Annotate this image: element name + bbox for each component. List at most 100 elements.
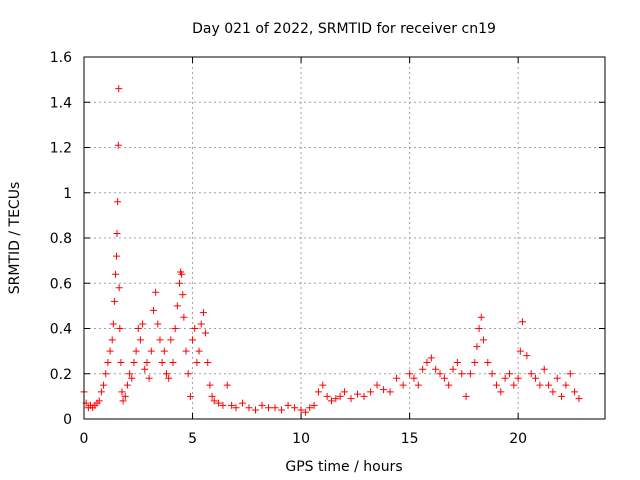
data-point (414, 381, 422, 389)
data-point (197, 320, 205, 328)
data-point (462, 392, 470, 400)
data-point (501, 374, 509, 382)
data-point (440, 374, 448, 382)
data-point (128, 374, 136, 382)
data-point (184, 370, 192, 378)
axis-ticks: 0 0.2 0.4 0.6 0.8 1 1.2 1.4 1.6 0 5 10 15 20 (50, 50, 605, 447)
data-point (471, 358, 479, 366)
data-point (386, 388, 394, 396)
data-point (536, 381, 544, 389)
data-point (219, 401, 227, 409)
data-point (100, 381, 108, 389)
y-axis-label: SRMTID / TECUs (7, 182, 23, 295)
data-point (562, 381, 570, 389)
data-point (193, 358, 201, 366)
data-point (432, 365, 440, 373)
data-point (126, 370, 134, 378)
data-point (523, 352, 531, 360)
data-point (143, 358, 151, 366)
data-point (110, 297, 118, 305)
data-point (109, 320, 117, 328)
data-point (199, 309, 207, 317)
data-point (336, 392, 344, 400)
data-point (566, 370, 574, 378)
data-point (332, 395, 340, 403)
data-point (189, 336, 197, 344)
data-point (341, 388, 348, 396)
x-tick-label: 5 (188, 431, 197, 447)
data-point (123, 381, 131, 389)
data-point (427, 354, 435, 362)
data-point (473, 343, 481, 351)
y-tick-label: 0.2 (50, 367, 72, 383)
data-point (208, 392, 216, 400)
x-tick-label: 0 (80, 431, 89, 447)
data-point (527, 370, 535, 378)
data-point (167, 336, 175, 344)
data-point (251, 406, 259, 414)
data-point (265, 404, 273, 412)
data-point (130, 358, 138, 366)
data-point (108, 336, 116, 344)
data-point (479, 336, 487, 344)
data-point (115, 85, 123, 93)
data-point (484, 358, 492, 366)
data-point (115, 284, 123, 292)
data-point (154, 320, 162, 328)
data-point (179, 291, 187, 299)
data-point (104, 358, 112, 366)
data-point (223, 381, 231, 389)
data-point (475, 325, 483, 332)
data-point (202, 329, 210, 337)
data-point (380, 386, 388, 394)
data-point (271, 404, 279, 412)
data-point (477, 313, 485, 321)
data-point (152, 288, 160, 296)
data-point (488, 370, 496, 378)
data-point (180, 313, 188, 321)
data-point (238, 399, 246, 407)
data-point (453, 358, 461, 366)
data-point (145, 374, 153, 382)
data-point (354, 390, 362, 398)
data-point (195, 347, 203, 355)
data-point (132, 347, 140, 355)
data-point (367, 388, 375, 396)
data-point (160, 347, 168, 355)
data-point (158, 358, 166, 366)
data-point (347, 395, 355, 403)
data-point (206, 381, 214, 389)
data-point (228, 401, 236, 409)
data-point (245, 404, 253, 412)
data-point (178, 270, 186, 278)
data-point (162, 370, 170, 378)
data-point (419, 365, 427, 373)
y-tick-label: 1.4 (50, 95, 72, 111)
data-point (532, 374, 540, 382)
data-point (545, 381, 553, 389)
y-tick-label: 1 (63, 186, 72, 202)
x-tick-label: 20 (509, 431, 527, 447)
y-tick-label: 1.6 (50, 50, 72, 66)
data-point (147, 347, 155, 355)
data-point (191, 325, 199, 332)
data-point (406, 370, 414, 378)
data-point (310, 401, 318, 409)
data-point (278, 406, 286, 414)
data-point (314, 388, 322, 396)
y-tick-label: 0.4 (50, 322, 72, 338)
data-point (466, 370, 474, 378)
x-tick-label: 10 (292, 431, 310, 447)
data-point (319, 381, 327, 389)
data-point (118, 388, 126, 396)
data-point (114, 198, 122, 206)
y-tick-label: 1.2 (50, 141, 72, 157)
chart-title: Day 021 of 2022, SRMTID for receiver cn1… (192, 21, 496, 37)
data-point (210, 397, 218, 405)
data-point (116, 325, 124, 332)
data-point (558, 392, 566, 400)
data-point (410, 374, 418, 382)
data-point (186, 392, 194, 400)
data-point (156, 336, 164, 344)
